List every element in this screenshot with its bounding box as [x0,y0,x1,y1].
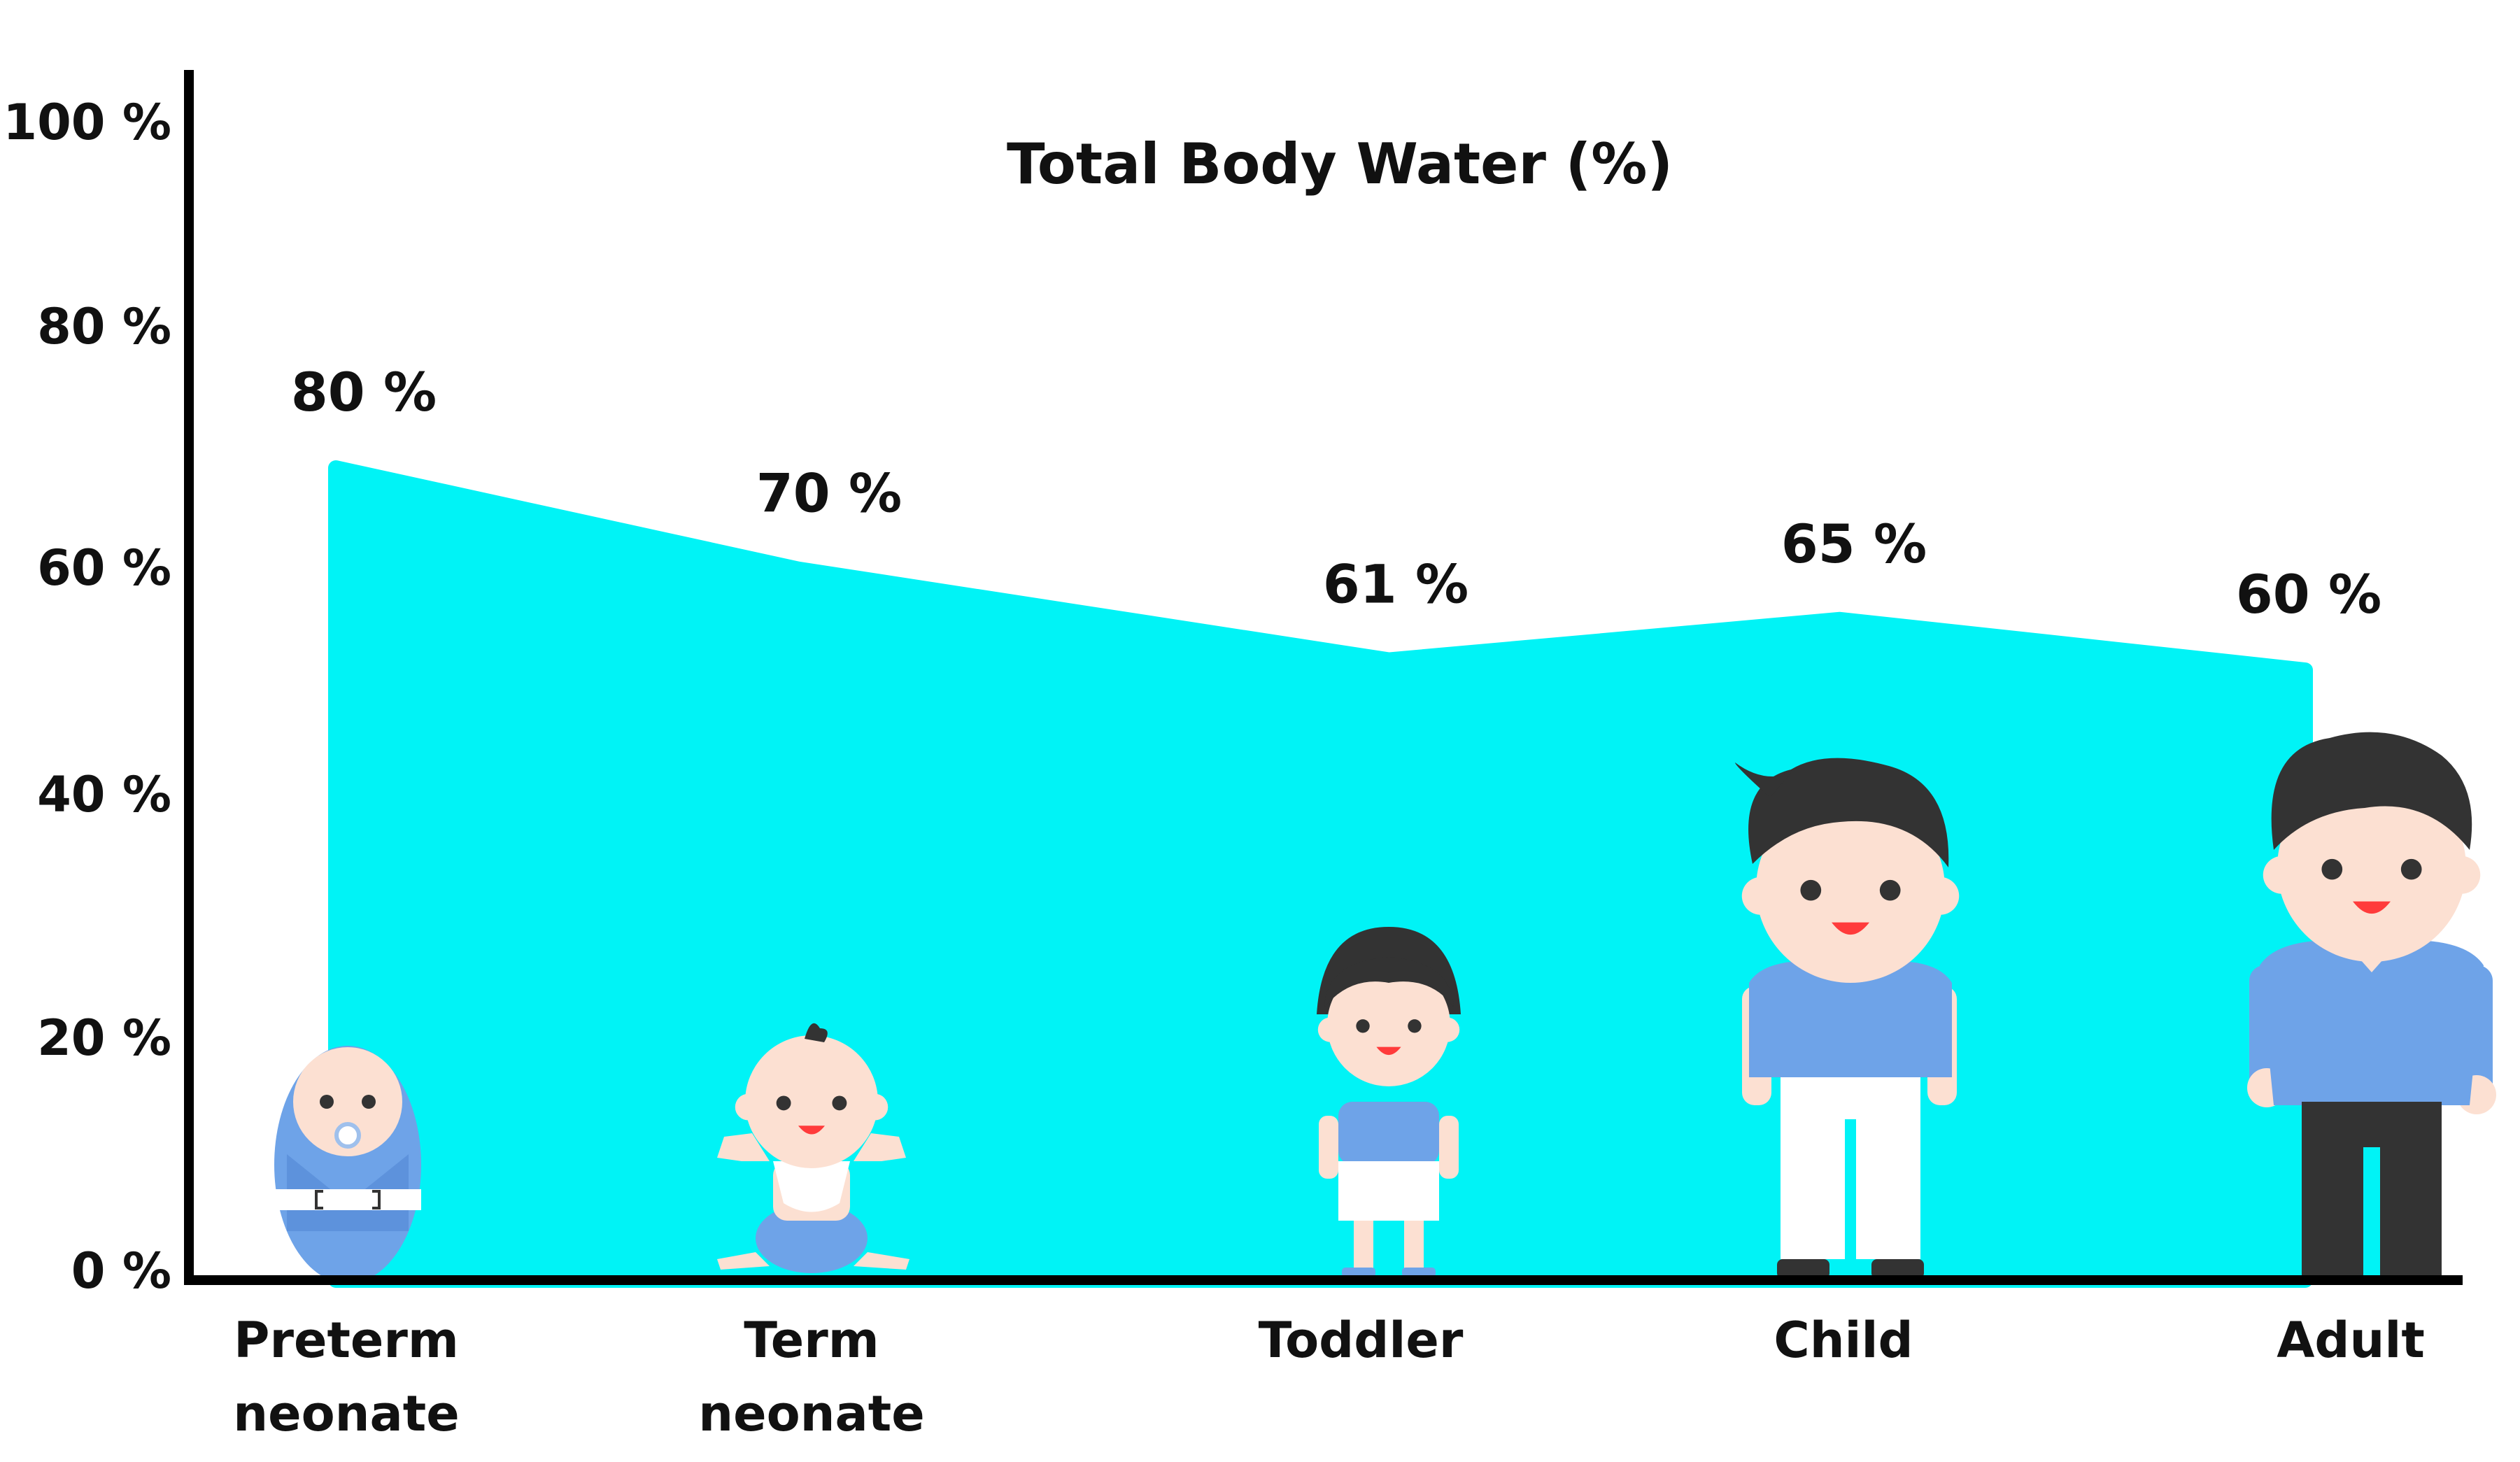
eye [1356,1019,1370,1033]
y-tick-label: 60 % [37,539,171,597]
y-tick-label: 100 % [3,94,171,151]
child-icon [1735,758,1960,1279]
eye [1408,1019,1422,1033]
x-tick-label: Child [1774,1312,1913,1369]
shoe-left [1777,1259,1829,1279]
y-tick-label: 40 % [37,766,171,823]
eye [1800,879,1822,901]
hair-flick [1735,762,1791,797]
hair-fringe [1324,957,1454,1007]
y-tick-label: 20 % [37,1009,171,1067]
y-axis-ticks: 0 % 20 % 40 % 60 % 80 % 100 % [3,94,171,1300]
leg-right [1404,1221,1424,1270]
data-label: 70 % [756,462,902,525]
x-tick-label: Preterm neonate [233,1312,459,1442]
swaddle-fold [287,1154,409,1231]
mouth [1376,1046,1401,1056]
leg-left [1354,1221,1373,1270]
shirt [2260,941,2484,1105]
eye [2400,858,2422,880]
shorts [1338,1161,1439,1221]
eye [320,1095,334,1109]
chart-title: Total Body Water (%) [1007,132,1673,197]
x-tick-label: Adult [2277,1312,2425,1369]
pants-gap [1845,1119,1856,1259]
swaddle-band [274,1189,421,1210]
band-mark [315,1190,381,1209]
eye [776,1095,791,1111]
swaddled-baby-icon [274,1046,421,1284]
baby-icon [717,1023,909,1273]
diaper [756,1203,868,1273]
figures-layer [274,732,2496,1284]
face [745,1035,878,1168]
y-tick-label: 80 % [37,298,171,355]
arm-left [717,1133,770,1161]
shoe-right [1402,1268,1436,1277]
eye [2321,858,2343,880]
pants-gap [2363,1147,2380,1277]
shirt [1338,1102,1439,1165]
eye [1879,879,1901,901]
data-label: 80 % [291,361,437,423]
leg-right [854,1252,909,1270]
mouth [1832,922,1869,935]
shoe-right [1871,1259,1924,1279]
eye [362,1095,376,1109]
hair [1748,758,1949,867]
x-tick-label: Toddler [1259,1312,1464,1369]
y-tick-label: 0 % [71,1242,171,1300]
pacifier [334,1122,361,1149]
arm-right [1439,1116,1459,1179]
shoe-left [1342,1268,1375,1277]
adult-icon [2247,732,2496,1277]
axes [184,70,2463,1285]
face [2277,773,2466,962]
data-label: 61 % [1323,553,1468,616]
bib [773,1161,850,1212]
hair [2271,732,2472,850]
data-label: 60 % [2236,563,2381,625]
arm-left [1319,1116,1338,1179]
face [1327,963,1450,1086]
data-label: 65 % [1781,513,1927,575]
toddler-icon [1317,927,1461,1277]
mouth [798,1126,825,1135]
mouth [2353,901,2391,914]
arm-right [854,1133,906,1161]
x-tick-label: Term neonate [698,1312,924,1442]
eye [832,1095,847,1111]
face [1756,794,1945,983]
face [293,1047,402,1156]
x-axis-ticks: Preterm neonate Term neonate Toddler Child Adu… [233,1312,2425,1442]
leg-left [717,1252,770,1270]
shirt [1749,962,1952,1077]
data-labels: 80 % 70 % 61 % 65 % 60 % [291,361,2381,625]
hair-tuft [805,1023,828,1042]
